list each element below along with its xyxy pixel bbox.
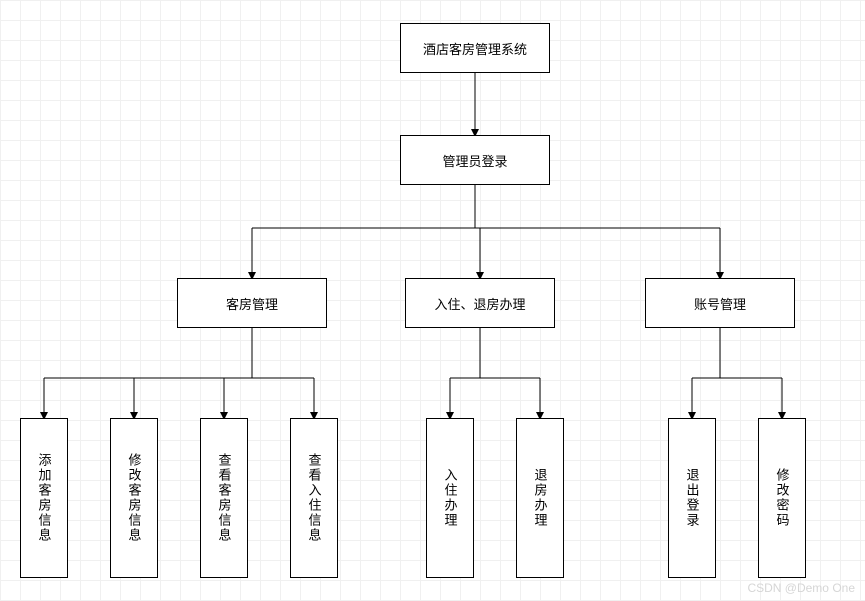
watermark-text: CSDN @Demo One [747,581,855,595]
node-edit-room: 修改客房信息 [110,418,158,578]
node-rooms: 客房管理 [177,278,327,328]
node-root: 酒店客房管理系统 [400,23,550,73]
node-checkout: 退房办理 [516,418,564,578]
node-change-pwd: 修改密码 [758,418,806,578]
node-logout: 退出登录 [668,418,716,578]
node-login: 管理员登录 [400,135,550,185]
node-account: 账号管理 [645,278,795,328]
node-checkin: 入住办理 [426,418,474,578]
node-view-checkin: 查看入住信息 [290,418,338,578]
node-add-room: 添加客房信息 [20,418,68,578]
node-view-room: 查看客房信息 [200,418,248,578]
node-checkio: 入住、退房办理 [405,278,555,328]
